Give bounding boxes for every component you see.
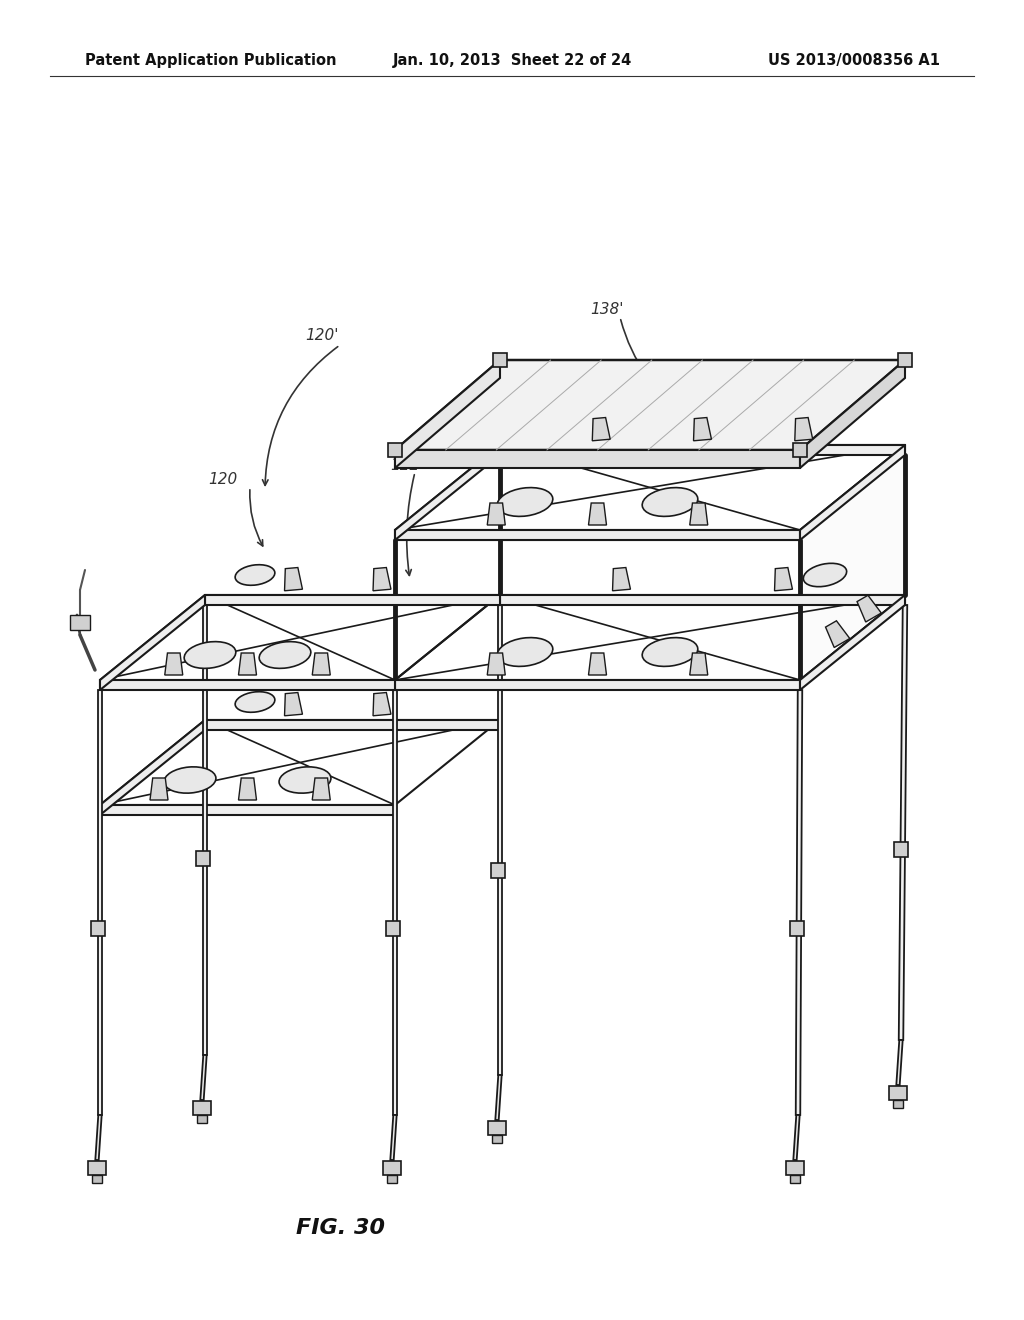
Polygon shape — [487, 653, 505, 675]
Polygon shape — [100, 805, 395, 814]
Polygon shape — [500, 445, 905, 455]
Polygon shape — [492, 863, 505, 878]
Polygon shape — [92, 1175, 102, 1183]
Polygon shape — [97, 690, 102, 1115]
Polygon shape — [825, 620, 850, 648]
Text: 120: 120 — [208, 473, 238, 487]
Ellipse shape — [184, 642, 236, 668]
Polygon shape — [857, 595, 882, 622]
Ellipse shape — [280, 767, 331, 793]
Polygon shape — [239, 653, 256, 675]
Polygon shape — [492, 1135, 502, 1143]
Polygon shape — [205, 595, 500, 605]
Polygon shape — [373, 568, 391, 591]
Polygon shape — [488, 1121, 506, 1135]
Polygon shape — [500, 595, 905, 605]
Ellipse shape — [498, 638, 553, 667]
Polygon shape — [285, 693, 302, 715]
Polygon shape — [150, 777, 168, 800]
Text: US 2013/0008356 A1: US 2013/0008356 A1 — [768, 53, 940, 67]
Polygon shape — [205, 719, 500, 730]
Polygon shape — [896, 1040, 903, 1085]
Polygon shape — [388, 444, 402, 457]
Polygon shape — [898, 352, 912, 367]
Polygon shape — [589, 503, 606, 525]
Polygon shape — [239, 777, 256, 800]
Polygon shape — [496, 1074, 502, 1121]
Polygon shape — [203, 605, 207, 1055]
Ellipse shape — [236, 565, 274, 585]
Text: 122': 122' — [390, 458, 424, 473]
Polygon shape — [193, 1101, 211, 1115]
Ellipse shape — [164, 767, 216, 793]
Polygon shape — [612, 568, 631, 591]
Polygon shape — [100, 680, 395, 690]
Polygon shape — [390, 1115, 396, 1160]
Polygon shape — [395, 680, 800, 690]
Polygon shape — [387, 1175, 397, 1183]
Polygon shape — [889, 1086, 907, 1100]
Polygon shape — [312, 777, 331, 800]
Polygon shape — [395, 450, 800, 469]
Polygon shape — [493, 352, 507, 367]
Polygon shape — [395, 445, 500, 540]
Text: Patent Application Publication: Patent Application Publication — [85, 53, 337, 67]
Polygon shape — [690, 653, 708, 675]
Polygon shape — [899, 605, 907, 1040]
Polygon shape — [790, 1175, 800, 1183]
Text: FIG. 30: FIG. 30 — [296, 1218, 384, 1238]
Ellipse shape — [642, 638, 697, 667]
Polygon shape — [793, 444, 807, 457]
Polygon shape — [589, 653, 606, 675]
Polygon shape — [498, 605, 502, 1074]
Polygon shape — [91, 921, 105, 936]
Polygon shape — [285, 568, 302, 591]
Polygon shape — [386, 921, 400, 936]
Polygon shape — [894, 842, 908, 857]
Polygon shape — [165, 653, 182, 675]
Polygon shape — [800, 445, 905, 680]
Polygon shape — [197, 1115, 207, 1123]
Polygon shape — [395, 531, 800, 540]
Polygon shape — [70, 615, 90, 630]
Ellipse shape — [236, 692, 274, 713]
Polygon shape — [393, 690, 397, 1115]
Ellipse shape — [804, 564, 847, 586]
Polygon shape — [796, 690, 802, 1115]
Polygon shape — [690, 503, 708, 525]
Polygon shape — [487, 503, 505, 525]
Polygon shape — [795, 417, 813, 441]
Polygon shape — [373, 693, 391, 715]
Text: 120': 120' — [305, 327, 339, 342]
Polygon shape — [800, 445, 905, 540]
Polygon shape — [800, 360, 905, 469]
Polygon shape — [592, 417, 610, 441]
Polygon shape — [693, 417, 712, 441]
Ellipse shape — [259, 642, 311, 668]
Polygon shape — [800, 595, 905, 690]
Ellipse shape — [642, 487, 697, 516]
Polygon shape — [100, 719, 205, 814]
Polygon shape — [893, 1100, 903, 1107]
Polygon shape — [383, 1162, 401, 1175]
Polygon shape — [395, 360, 500, 469]
Polygon shape — [88, 1162, 106, 1175]
Polygon shape — [197, 851, 210, 866]
Polygon shape — [201, 1055, 207, 1100]
Polygon shape — [95, 1115, 101, 1160]
Polygon shape — [774, 568, 793, 591]
Polygon shape — [312, 653, 331, 675]
Polygon shape — [786, 1162, 804, 1175]
Text: 138': 138' — [590, 302, 624, 318]
Polygon shape — [100, 595, 205, 690]
Polygon shape — [395, 360, 905, 450]
Text: Jan. 10, 2013  Sheet 22 of 24: Jan. 10, 2013 Sheet 22 of 24 — [392, 53, 632, 67]
Ellipse shape — [498, 487, 553, 516]
Polygon shape — [794, 1115, 800, 1160]
Polygon shape — [790, 921, 804, 936]
